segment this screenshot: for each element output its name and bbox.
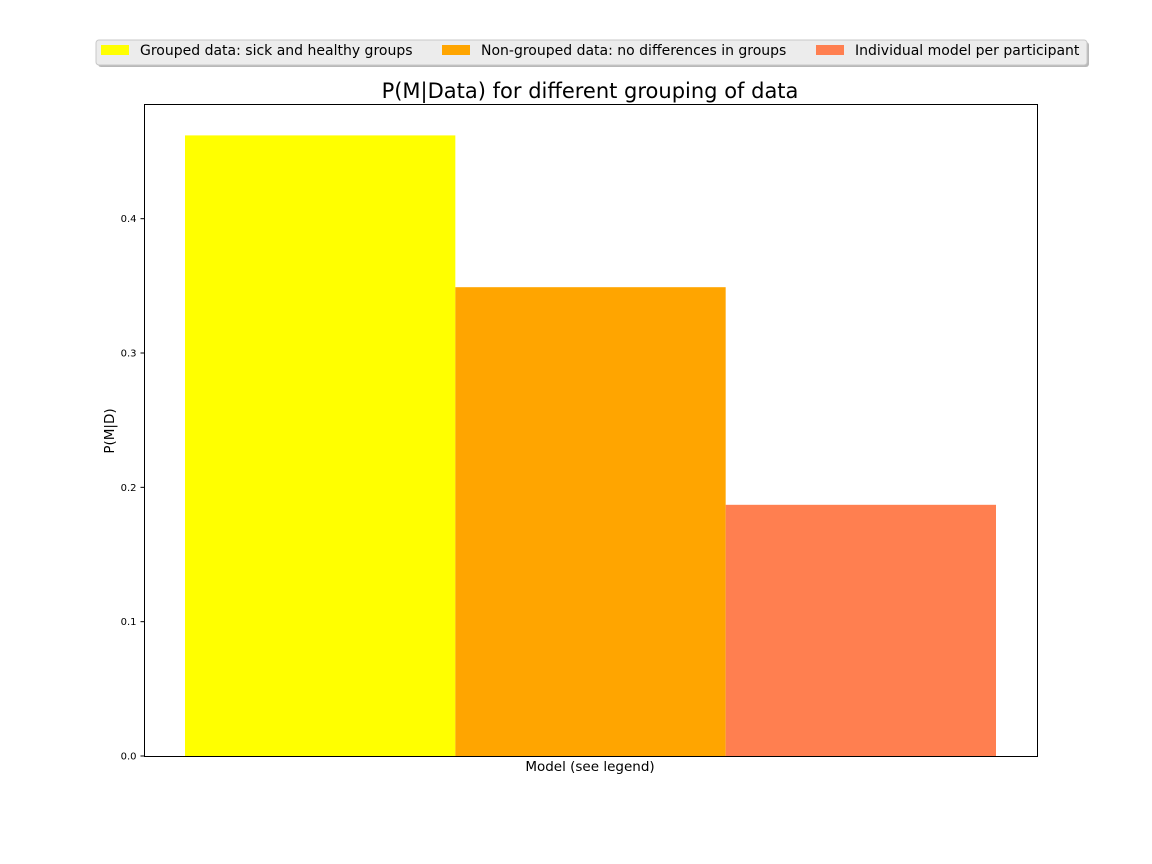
y-tick-label: 0.1 bbox=[121, 617, 137, 628]
legend-swatch-grouped bbox=[101, 45, 129, 55]
y-tick-label: 0.0 bbox=[121, 752, 137, 763]
bars bbox=[185, 135, 996, 756]
bar-non-grouped bbox=[455, 287, 726, 756]
bar-grouped bbox=[185, 135, 456, 756]
legend-label-grouped: Grouped data: sick and healthy groups bbox=[140, 43, 413, 59]
legend-swatch-non-grouped bbox=[442, 45, 470, 55]
plot-area-frame bbox=[144, 104, 1038, 757]
legend: Grouped data: sick and healthy groups No… bbox=[95, 39, 1089, 67]
chart-title: P(M|Data) for different grouping of data bbox=[382, 79, 799, 104]
y-axis-ticks: 0.0 0.1 0.2 0.3 0.4 bbox=[121, 214, 145, 763]
y-tick-label: 0.3 bbox=[121, 349, 137, 360]
y-axis-label: P(M|D) bbox=[102, 408, 118, 453]
legend-swatch-individual bbox=[816, 45, 844, 55]
bar-individual bbox=[725, 504, 996, 756]
legend-label-non-grouped: Non-grouped data: no differences in grou… bbox=[481, 43, 786, 59]
x-axis-label: Model (see legend) bbox=[525, 759, 654, 775]
y-tick-label: 0.2 bbox=[121, 483, 137, 494]
legend-label-individual: Individual model per participant bbox=[855, 43, 1080, 59]
y-tick-label: 0.4 bbox=[121, 214, 137, 225]
